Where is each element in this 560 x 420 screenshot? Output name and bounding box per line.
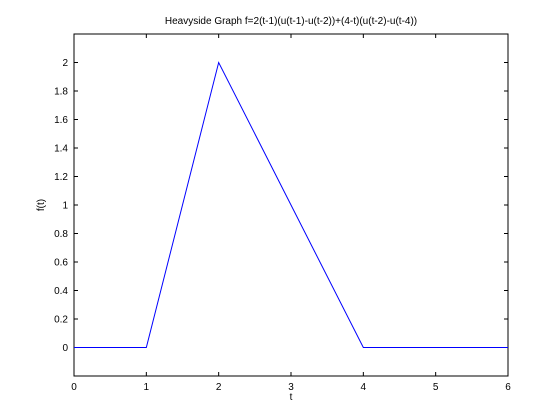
x-tick-label: 3 bbox=[288, 382, 294, 393]
y-tick-label: 0 bbox=[62, 343, 68, 354]
x-tick-label: 5 bbox=[433, 382, 439, 393]
x-tick-label: 0 bbox=[71, 382, 77, 393]
y-tick-label: 1 bbox=[62, 201, 68, 212]
y-axis-label: f(t) bbox=[36, 199, 47, 211]
y-tick-label: 0.4 bbox=[54, 286, 68, 297]
x-axis: 0 1 2 3 4 5 6 bbox=[71, 34, 511, 393]
x-axis-label: t bbox=[290, 392, 293, 403]
y-tick-label: 1.8 bbox=[54, 87, 68, 98]
x-tick-label: 2 bbox=[216, 382, 222, 393]
y-tick-label: 1.4 bbox=[54, 144, 68, 155]
y-tick-label: 0.2 bbox=[54, 315, 68, 326]
y-tick-label: 1.2 bbox=[54, 172, 68, 183]
series-layer bbox=[74, 61, 508, 348]
x-tick-label: 6 bbox=[505, 382, 511, 393]
y-tick-label: 0.8 bbox=[54, 229, 68, 240]
chart-title: Heavyside Graph f=2(t-1)(u(t-1)-u(t-2))+… bbox=[165, 16, 417, 27]
series-line bbox=[74, 61, 508, 348]
x-tick-label: 1 bbox=[144, 382, 150, 393]
y-tick-label: 0.6 bbox=[54, 258, 68, 269]
x-tick-label: 4 bbox=[361, 382, 367, 393]
y-axis: 0 0.2 0.4 0.6 0.8 1 1.2 1.4 1.6 1.8 2 bbox=[54, 58, 508, 354]
y-tick-label: 2 bbox=[62, 58, 68, 69]
y-tick-label: 1.6 bbox=[54, 115, 68, 126]
